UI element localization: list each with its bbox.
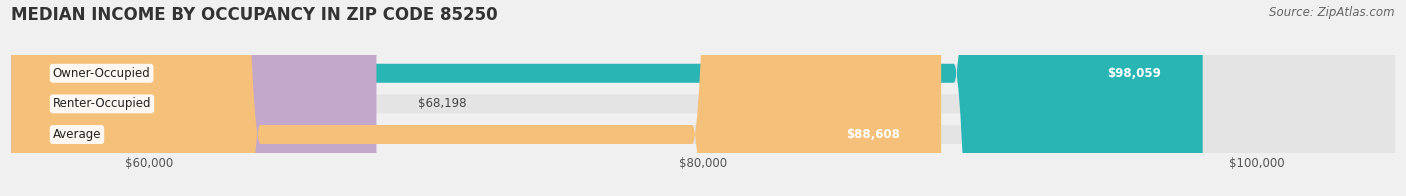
Text: $88,608: $88,608 (846, 128, 900, 141)
Text: MEDIAN INCOME BY OCCUPANCY IN ZIP CODE 85250: MEDIAN INCOME BY OCCUPANCY IN ZIP CODE 8… (11, 6, 498, 24)
Text: $98,059: $98,059 (1108, 67, 1161, 80)
Text: Owner-Occupied: Owner-Occupied (53, 67, 150, 80)
Text: Average: Average (53, 128, 101, 141)
Text: Source: ZipAtlas.com: Source: ZipAtlas.com (1270, 6, 1395, 19)
FancyBboxPatch shape (11, 0, 941, 196)
FancyBboxPatch shape (11, 0, 377, 196)
FancyBboxPatch shape (11, 0, 1395, 196)
FancyBboxPatch shape (11, 0, 1395, 196)
Text: $68,198: $68,198 (418, 97, 467, 110)
FancyBboxPatch shape (11, 0, 1395, 196)
Text: Renter-Occupied: Renter-Occupied (53, 97, 152, 110)
FancyBboxPatch shape (11, 0, 1202, 196)
